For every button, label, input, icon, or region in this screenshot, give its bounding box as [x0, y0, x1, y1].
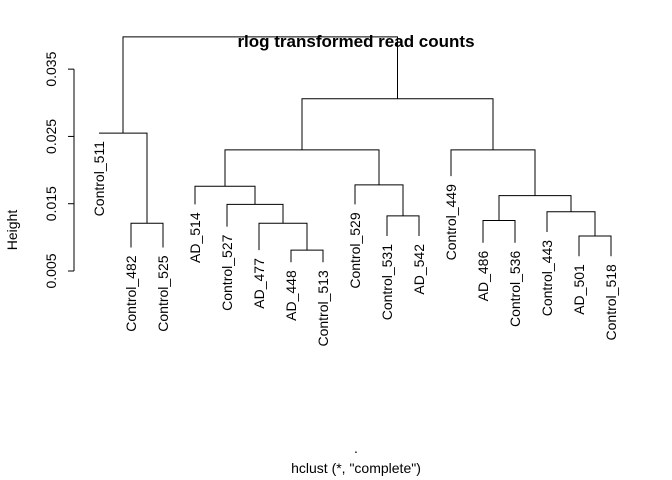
leaf-label: AD_501 [571, 264, 587, 315]
leaf-label: Control_525 [155, 255, 171, 331]
leaf-label: AD_448 [283, 270, 299, 321]
merge-link [354, 184, 404, 216]
y-tick-label: 0.035 [43, 51, 59, 86]
leaf-labels: Control_511 Control_482 Control_525 AD_514 C… [91, 141, 619, 347]
merge-link [482, 220, 516, 243]
x-axis-label: hclust (*, "complete") [291, 460, 421, 476]
merge-link [578, 235, 612, 257]
leaf-label: AD_477 [251, 258, 267, 309]
merge-link [450, 149, 536, 196]
leaf-label: Control_527 [219, 234, 235, 310]
dendrogram-tree [99, 36, 612, 263]
merge-link [386, 215, 420, 237]
leaf-label: Control_443 [539, 240, 555, 316]
leaf-label: Control_482 [123, 255, 139, 331]
leaf-label: Control_513 [315, 270, 331, 346]
x-axis-sublabel: . [354, 440, 358, 456]
leaf-label: Control_511 [91, 141, 107, 216]
y-tick-label: 0.025 [43, 119, 59, 154]
leaf-label: Control_449 [443, 184, 459, 260]
chart-title: rlog transformed read counts [237, 32, 474, 51]
merge-link [194, 185, 256, 205]
merge-link [122, 36, 398, 134]
y-axis: 0.005 0.015 0.025 0.035 [43, 51, 75, 289]
leaf-label: Control_518 [603, 264, 619, 340]
merge-link [258, 222, 308, 251]
leaf-label: Control_529 [347, 212, 363, 288]
leaf-label: AD_486 [475, 251, 491, 302]
y-tick-label: 0.005 [43, 253, 59, 288]
y-tick-label: 0.015 [43, 186, 59, 221]
y-axis-label: Height [4, 210, 20, 251]
leaf-label: Control_536 [507, 251, 523, 327]
merge-link [546, 211, 596, 237]
leaf-label: AD_514 [187, 212, 203, 263]
leaf-label: Control_531 [379, 244, 395, 320]
merge-link [224, 149, 380, 187]
merge-link [498, 195, 572, 221]
merge-link [301, 98, 494, 150]
merge-link [99, 132, 148, 224]
merge-link [130, 222, 164, 248]
merge-link [290, 249, 324, 263]
leaf-label: AD_542 [411, 244, 427, 295]
